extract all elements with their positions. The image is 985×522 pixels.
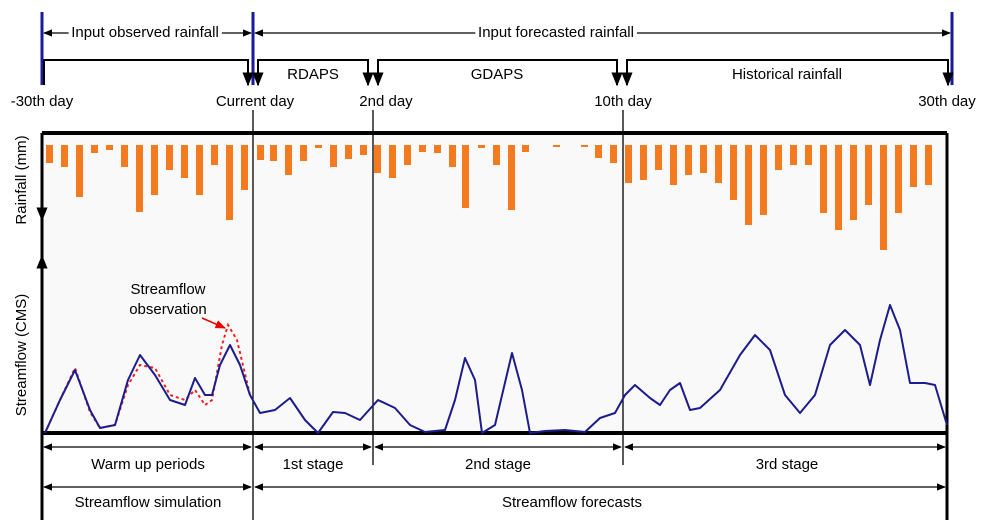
rain-bar — [805, 145, 812, 165]
rain-bar — [91, 145, 98, 153]
day-label: 2nd day — [359, 93, 413, 110]
stage-label: Warm up periods — [91, 456, 205, 473]
rain-bar — [865, 145, 872, 205]
rain-bar — [46, 145, 53, 163]
rain-bar — [166, 145, 173, 170]
rain-bar — [270, 145, 277, 161]
day-label: 30th day — [918, 93, 976, 110]
rain-bar — [700, 145, 707, 173]
stage-label: 1st stage — [283, 456, 344, 473]
period-label: Streamflow forecasts — [502, 494, 642, 511]
rain-bar — [508, 145, 515, 210]
rain-bar — [522, 145, 529, 152]
rain-bar — [226, 145, 233, 220]
rain-bar — [462, 145, 469, 208]
rain-bar — [610, 145, 617, 163]
source-label: RDAPS — [287, 66, 339, 83]
rain-bar — [241, 145, 248, 190]
rain-bar — [121, 145, 128, 167]
rain-bar — [257, 145, 264, 160]
rain-bar — [640, 145, 647, 180]
rain-bar — [404, 145, 411, 165]
annotation: observation — [129, 301, 207, 318]
rain-bar — [581, 145, 588, 147]
rain-bar — [895, 145, 902, 213]
day-label: Current day — [216, 93, 295, 110]
rain-bar — [419, 145, 426, 152]
rain-bar — [196, 145, 203, 195]
rain-bar — [820, 145, 827, 213]
rain-bar — [478, 145, 485, 148]
rain-bar — [434, 145, 441, 153]
annotation-arrow — [201, 317, 226, 329]
rain-bar — [880, 145, 887, 250]
simulated-flow — [44, 304, 948, 434]
rain-bar — [136, 145, 143, 212]
rain-bar — [389, 145, 396, 178]
rain-bar — [625, 145, 632, 183]
bracket — [43, 59, 254, 87]
annotation: Streamflow — [130, 281, 205, 298]
rain-bar — [715, 145, 722, 183]
header-label: Input observed rainfall — [71, 24, 219, 41]
stage-label: 3rd stage — [756, 456, 819, 473]
rain-bar — [151, 145, 158, 195]
rain-bar — [449, 145, 456, 167]
rain-bar — [330, 145, 337, 167]
rain-bar — [925, 145, 932, 185]
day-label: -30th day — [11, 93, 74, 110]
rain-bar — [181, 145, 188, 178]
day-label: 10th day — [594, 93, 652, 110]
axis-label: Rainfall (mm) — [13, 135, 30, 224]
period-label: Streamflow simulation — [75, 494, 222, 511]
rain-bar — [670, 145, 677, 185]
rain-bar — [76, 145, 83, 197]
rain-bar — [493, 145, 500, 165]
stage-label: 2nd stage — [465, 456, 531, 473]
rain-bar — [285, 145, 292, 175]
header-label: Input forecasted rainfall — [478, 24, 634, 41]
rain-bar — [300, 145, 307, 161]
rain-bar — [790, 145, 797, 165]
rain-bar — [760, 145, 767, 215]
rain-bar — [374, 145, 381, 173]
rain-bar — [775, 145, 782, 170]
rain-bar — [910, 145, 917, 187]
rain-bar — [360, 145, 367, 155]
axis-label: Streamflow (CMS) — [13, 294, 30, 417]
rain-bar — [315, 145, 322, 148]
source-label: GDAPS — [471, 66, 524, 83]
rain-bar — [850, 145, 857, 220]
rain-bar — [211, 145, 218, 165]
rain-bar — [655, 145, 662, 170]
rain-bar — [745, 145, 752, 225]
rain-bar — [730, 145, 737, 200]
rain-bar — [553, 145, 560, 147]
rain-bar — [685, 145, 692, 175]
rain-bar — [345, 145, 352, 159]
rainfall-bars — [46, 145, 932, 250]
rain-bar — [835, 145, 842, 230]
rain-bar — [106, 145, 113, 150]
source-label: Historical rainfall — [732, 66, 842, 83]
rain-bar — [61, 145, 68, 167]
rain-bar — [595, 145, 602, 158]
